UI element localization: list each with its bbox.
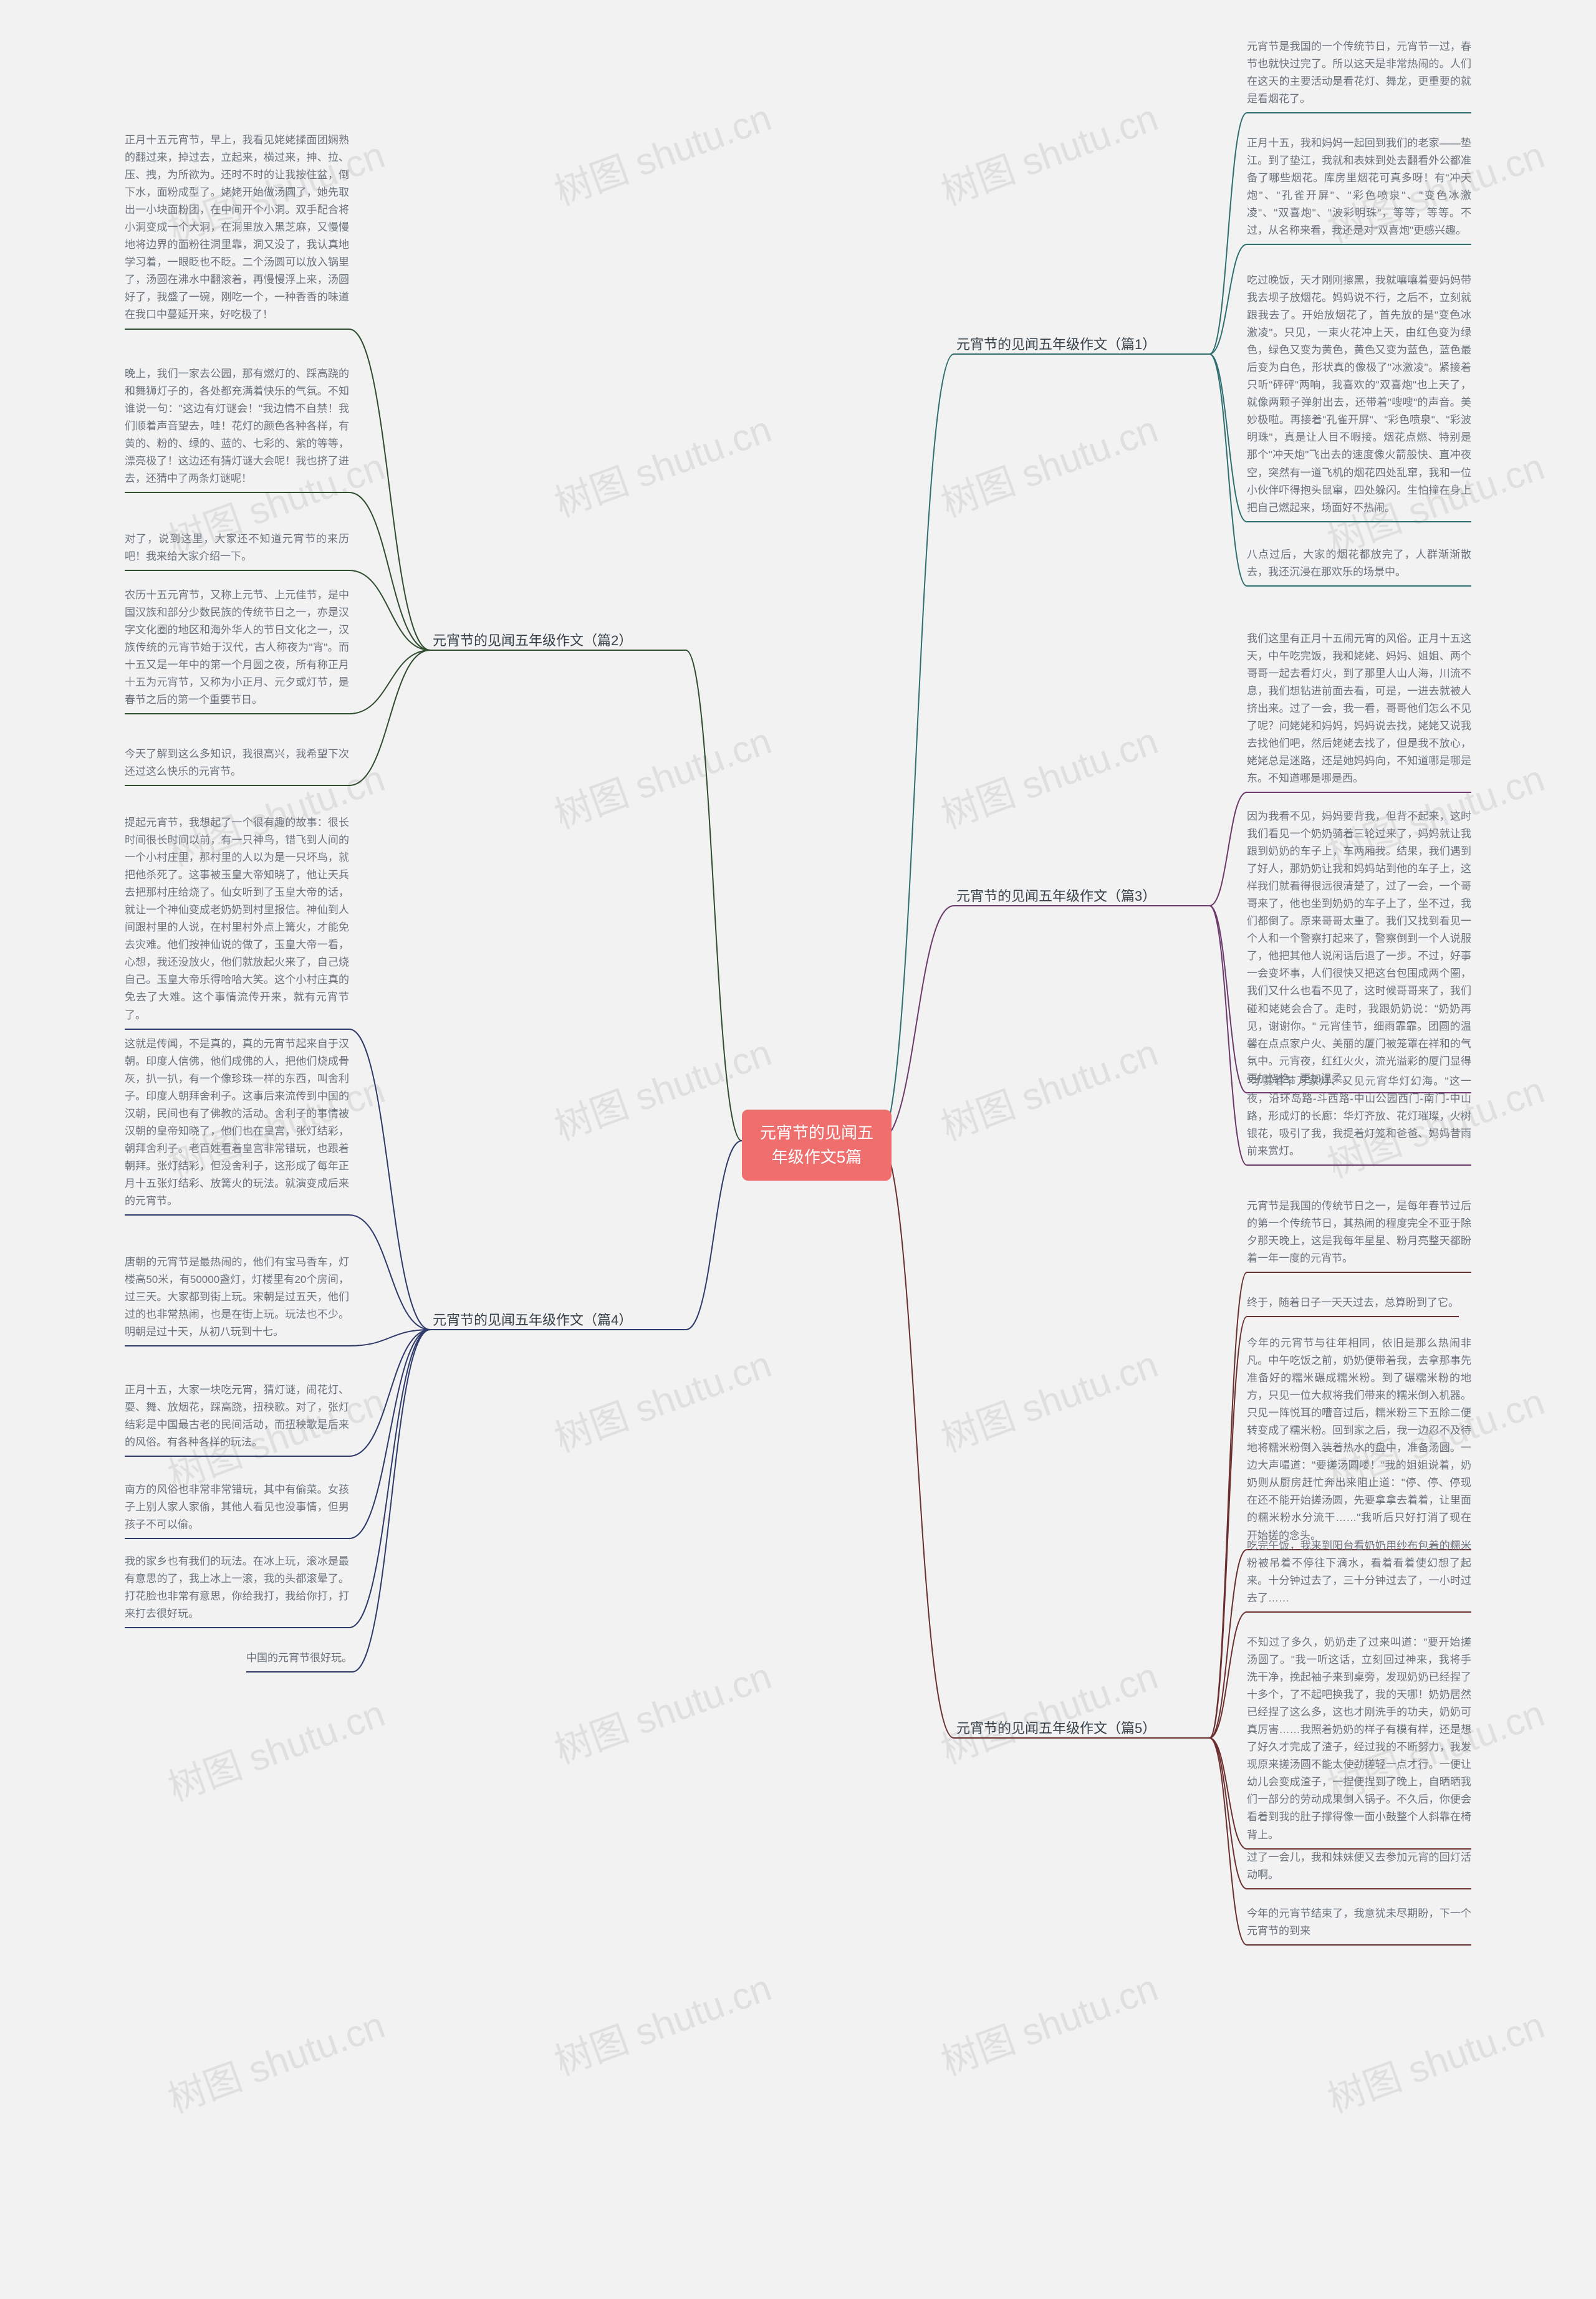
watermark: 树图 shutu.cn	[546, 87, 777, 216]
watermark: 树图 shutu.cn	[546, 711, 777, 839]
leaf-text: 我的家乡也有我们的玩法。在冰上玩，滚冰是最有意思的了，我上冰上一滚，我的头都滚晕…	[125, 1549, 349, 1626]
leaf-text: "才赏春节万家灯、又见元宵华灯幻海。"这一夜，沿环岛路-斗西路-中山公园西门-南…	[1247, 1069, 1471, 1164]
leaf-text: 晚上，我们一家去公园，那有燃灯的、踩高跷的和舞狮灯子的，各处都充满着快乐的气氛。…	[125, 362, 349, 491]
leaf-text: 对了，说到这里，大家还不知道元宵节的来历吧！我来给大家介绍一下。	[125, 527, 349, 569]
branch-label: 元宵节的见闻五年级作文（篇3）	[954, 882, 1158, 911]
leaf-text: 今天了解到这么多知识，我很高兴，我希望下次还过这么快乐的元宵节。	[125, 742, 349, 784]
watermark: 树图 shutu.cn	[933, 399, 1164, 527]
watermark: 树图 shutu.cn	[1319, 1995, 1550, 2123]
leaf-text: 因为我看不见，妈妈要背我，但背不起来，这时我们看见一个奶奶骑着三轮过来了，妈妈就…	[1247, 804, 1471, 1092]
leaf-text: 吃过晚饭，天才刚刚擦黑，我就嚷嚷着要妈妈带我去坝子放烟花。妈妈说不行，之后不，立…	[1247, 268, 1471, 521]
leaf-text: 终于，随着日子一天天过去，总算盼到了它。	[1247, 1290, 1459, 1315]
watermark: 树图 shutu.cn	[546, 1957, 777, 2086]
leaf-text: 不知过了多久，奶奶走了过来叫道："要开始搓汤圆了。"我一听这话，立刻回过神来，我…	[1247, 1630, 1471, 1848]
watermark: 树图 shutu.cn	[933, 1334, 1164, 1462]
leaf-text: 今年的元宵节结束了，我意犹未尽期盼，下一个元宵节的到来	[1247, 1901, 1471, 1944]
leaf-text: 过了一会儿，我和妹妹便又去参加元宵的回灯活动啊。	[1247, 1845, 1471, 1888]
leaf-text: 南方的风俗也非常非常错玩，其中有偷菜。女孩子上别人家人家偷，其他人看见也没事情，…	[125, 1477, 349, 1537]
leaf-text: 正月十五，大家一块吃元宵，猜灯谜，闹花灯、耍、舞、放烟花，踩高跷，扭秧歌。对了，…	[125, 1378, 349, 1455]
center-title: 元宵节的见闻五年级作文5篇	[760, 1123, 873, 1166]
leaf-text: 我们这里有正月十五闹元宵的风俗。正月十五这天，中午吃完饭，我和姥姥、妈妈、姐姐、…	[1247, 626, 1471, 791]
mindmap-canvas: 树图 shutu.cn 树图 shutu.cn 树图 shutu.cn 树图 shut…	[0, 0, 1596, 2299]
watermark: 树图 shutu.cn	[933, 711, 1164, 839]
watermark: 树图 shutu.cn	[933, 87, 1164, 216]
leaf-text: 提起元宵节，我想起了一个很有趣的故事：很长时间很长时间以前，有一只神鸟，错飞到人…	[125, 810, 349, 1028]
leaf-text: 正月十五元宵节，早上，我看见姥姥揉面团娴熟的翻过来，掉过去，立起来，横过来，抻、…	[125, 128, 349, 328]
watermark: 树图 shutu.cn	[933, 1646, 1164, 1774]
watermark: 树图 shutu.cn	[160, 1683, 391, 1812]
branch-label: 元宵节的见闻五年级作文（篇4）	[430, 1306, 635, 1335]
leaf-text: 八点过后，大家的烟花都放完了，人群渐渐散去，我还沉浸在那欢乐的场景中。	[1247, 542, 1471, 585]
branch-label: 元宵节的见闻五年级作文（篇5）	[954, 1714, 1158, 1744]
branch-label: 元宵节的见闻五年级作文（篇2）	[430, 626, 635, 656]
leaf-text: 正月十五，我和妈妈一起回到我们的老家——垫江。到了垫江，我就和表妹到处去翻看外公…	[1247, 131, 1471, 243]
watermark: 树图 shutu.cn	[933, 1022, 1164, 1151]
leaf-text: 吃完午饭，我来到阳台看奶奶用纱布包着的糯米粉被吊着不停往下滴水，看着看着使幻想了…	[1247, 1533, 1471, 1611]
leaf-text: 唐朝的元宵节是最热闹的，他们有宝马香车，灯楼高50米，有50000盏灯，灯楼里有…	[125, 1250, 349, 1345]
watermark: 树图 shutu.cn	[160, 1995, 391, 2123]
leaf-text: 中国的元宵节很好玩。	[246, 1646, 352, 1671]
leaf-text: 元宵节是我国的一个传统节日，元宵节一过，春节也就快过完了。所以这天是非常热闹的。…	[1247, 34, 1471, 112]
leaf-text: 今年的元宵节与往年相同，依旧是那么热闹非凡。中午吃饭之前，奶奶便带着我，去拿那事…	[1247, 1331, 1471, 1548]
center-node: 元宵节的见闻五年级作文5篇	[742, 1110, 892, 1181]
branch-label: 元宵节的见闻五年级作文（篇1）	[954, 330, 1158, 360]
watermark: 树图 shutu.cn	[546, 1646, 777, 1774]
watermark: 树图 shutu.cn	[546, 399, 777, 527]
watermark: 树图 shutu.cn	[933, 1957, 1164, 2086]
watermark: 树图 shutu.cn	[546, 1334, 777, 1462]
leaf-text: 这就是传闻，不是真的，真的元宵节起来自于汉朝。印度人信佛，他们成佛的人，把他们烧…	[125, 1032, 349, 1214]
leaf-text: 元宵节是我国的传统节日之一，是每年春节过后的第一个传统节日，其热闹的程度完全不亚…	[1247, 1194, 1471, 1271]
leaf-text: 农历十五元宵节，又称上元节、上元佳节，是中国汉族和部分少数民族的传统节日之一，亦…	[125, 583, 349, 713]
